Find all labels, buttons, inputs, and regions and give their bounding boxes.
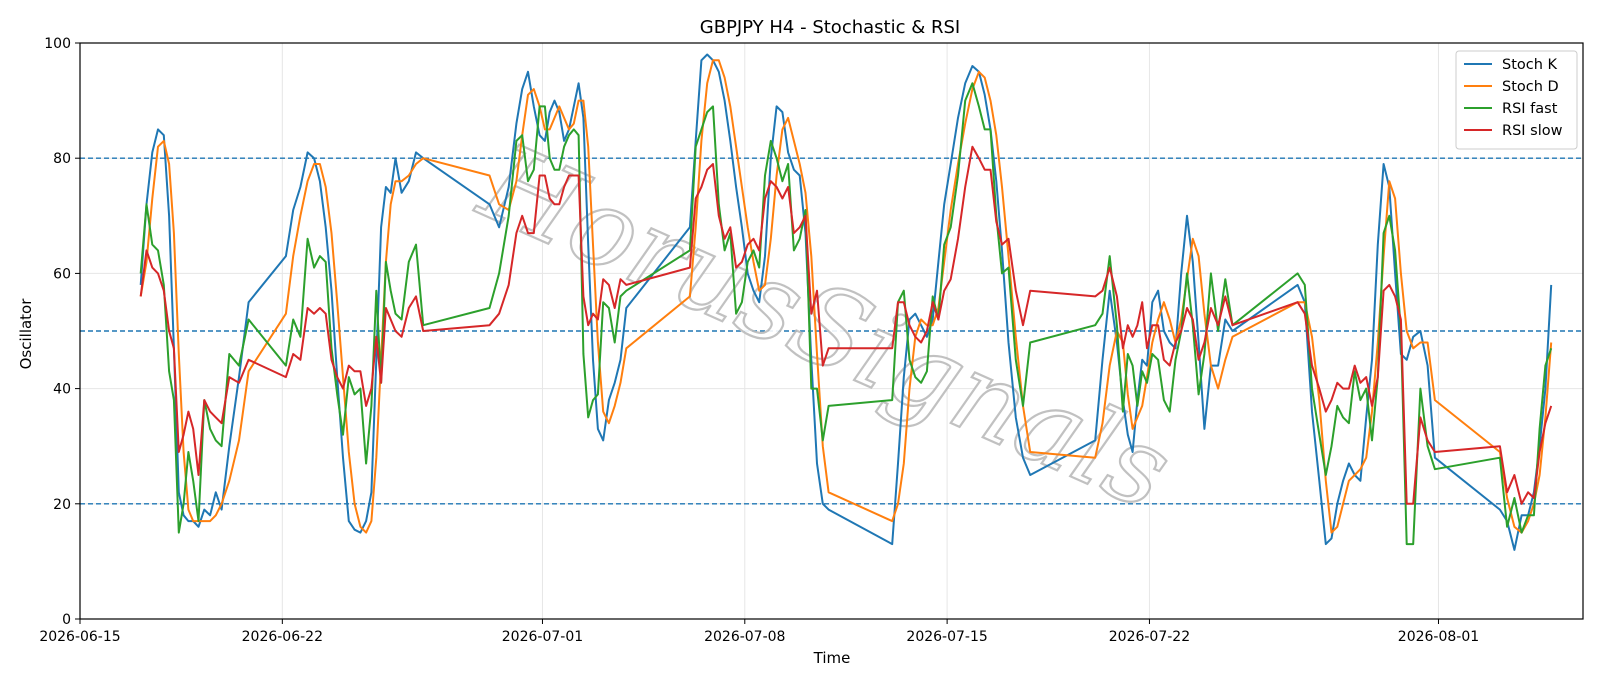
x-tick-label: 2026-07-08 xyxy=(704,629,785,645)
x-tick-label: 2026-08-01 xyxy=(1398,629,1479,645)
y-axis-ticks: 0 20 40 60 80 100 xyxy=(44,36,80,628)
x-tick-label: 2026-07-22 xyxy=(1109,629,1190,645)
x-tick-label: 2026-06-22 xyxy=(242,629,323,645)
series-line-stoch-k xyxy=(139,53,1553,551)
y-axis-label: Oscillator xyxy=(17,298,35,370)
x-tick-label: 2026-07-01 xyxy=(502,629,583,645)
legend-label-stoch-k: Stoch K xyxy=(1502,57,1558,73)
legend-box xyxy=(1455,50,1578,150)
x-axis-ticks: 2026-06-15 2026-06-22 2026-07-01 2026-07-08… xyxy=(39,619,1479,645)
y-tick-label: 20 xyxy=(53,497,71,513)
y-tick-label: 40 xyxy=(53,382,71,398)
chart-title: GBPJPY H4 - Stochastic & RSI xyxy=(700,17,960,38)
y-tick-label: 80 xyxy=(53,151,71,167)
legend-label-rsi-fast: RSI fast xyxy=(1502,101,1558,117)
x-tick-label: 2026-07-15 xyxy=(906,629,987,645)
legend: Stoch K Stoch D RSI fast RSI slow xyxy=(1455,50,1578,150)
y-tick-label: 60 xyxy=(53,266,71,282)
y-tick-label: 0 xyxy=(62,612,71,628)
series-line-rsi-slow xyxy=(139,145,1553,505)
plot-area-frame xyxy=(79,42,1584,620)
legend-label-rsi-slow: RSI slow xyxy=(1502,123,1563,139)
x-axis-label: Time xyxy=(813,649,851,667)
legend-label-stoch-d: Stoch D xyxy=(1502,79,1559,95)
x-tick-label: 2026-06-15 xyxy=(39,629,120,645)
series-lines xyxy=(139,53,1553,551)
y-tick-label: 100 xyxy=(44,36,71,52)
